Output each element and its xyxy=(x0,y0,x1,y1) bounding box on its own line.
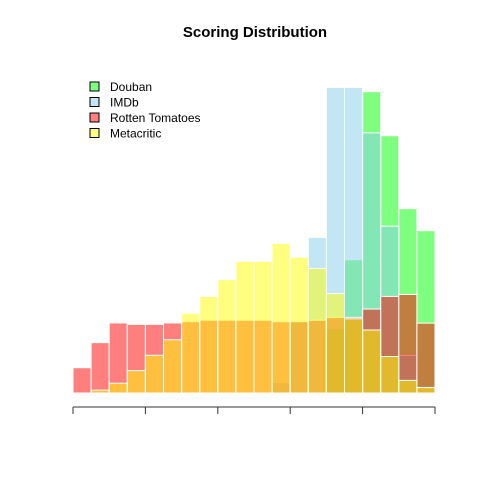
bar-rotten-tomatoes-19 xyxy=(416,322,436,394)
bar-metacritic-1 xyxy=(90,389,110,394)
bar-metacritic-13 xyxy=(307,267,327,394)
bar-metacritic-10 xyxy=(253,260,273,394)
chart-title: Scoring Distribution xyxy=(183,24,327,41)
bar-metacritic-17 xyxy=(380,356,400,394)
bar-rotten-tomatoes-0 xyxy=(72,367,92,394)
legend-label-douban: Douban xyxy=(110,80,152,94)
bar-metacritic-15 xyxy=(344,318,364,394)
bars-layer xyxy=(72,86,436,394)
bar-metacritic-4 xyxy=(144,354,164,394)
x-axis xyxy=(72,406,436,414)
bar-metacritic-6 xyxy=(181,312,201,394)
legend-swatch-metacritic xyxy=(89,128,100,138)
legend-swatch-douban xyxy=(89,81,100,92)
bar-metacritic-11 xyxy=(271,242,291,394)
bar-metacritic-7 xyxy=(199,295,219,394)
bar-metacritic-14 xyxy=(325,293,345,394)
bar-metacritic-2 xyxy=(108,382,128,394)
bar-metacritic-19 xyxy=(416,386,436,394)
bar-rotten-tomatoes-1 xyxy=(90,342,110,394)
bar-metacritic-9 xyxy=(235,260,255,394)
bar-metacritic-3 xyxy=(126,370,146,394)
legend-label-imdb: IMDb xyxy=(110,96,139,110)
series-metacritic xyxy=(90,242,436,394)
legend-swatch-rotten-tomatoes xyxy=(89,112,100,123)
legend-label-metacritic: Metacritic xyxy=(110,127,161,141)
legend-label-rotten-tomatoes: Rotten Tomatoes xyxy=(110,111,201,125)
bar-metacritic-12 xyxy=(289,256,309,394)
bar-rotten-tomatoes-18 xyxy=(398,293,418,394)
bar-rotten-tomatoes-2 xyxy=(108,322,128,394)
bar-metacritic-5 xyxy=(163,339,183,394)
bar-metacritic-18 xyxy=(398,379,418,394)
bar-metacritic-8 xyxy=(217,279,237,394)
bar-metacritic-16 xyxy=(362,329,382,394)
legend-swatch-imdb xyxy=(89,97,100,107)
